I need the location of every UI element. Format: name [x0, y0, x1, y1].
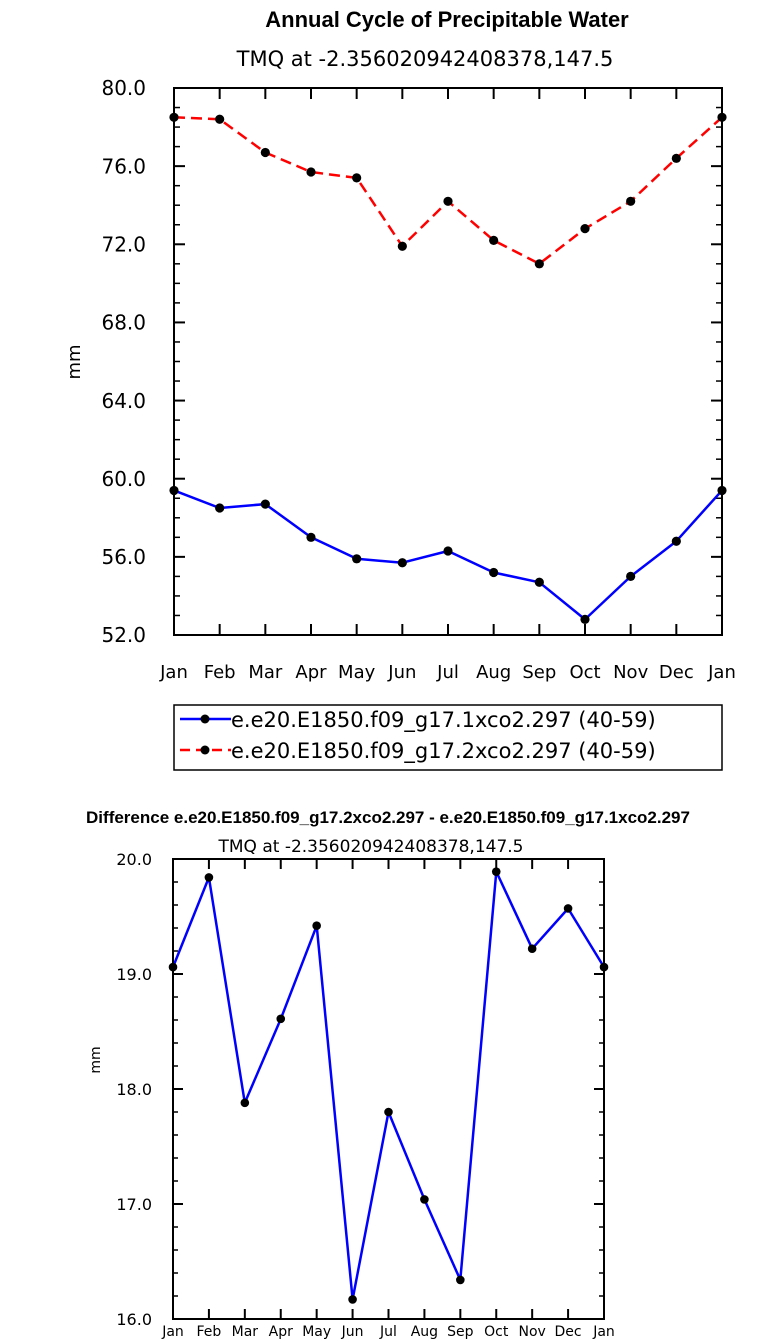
legend-label-1xco2: e.e20.E1850.f09_g17.1xco2.297 (40-59) — [231, 708, 656, 733]
y-tick-label: 18.0 — [116, 1080, 152, 1099]
y-tick-label: 60.0 — [101, 467, 146, 491]
difference-chart: Difference e.e20.E1850.f09_g17.2xco2.297… — [86, 808, 690, 1340]
data-point — [443, 546, 453, 556]
data-point — [456, 1275, 465, 1285]
y-tick-label: 80.0 — [101, 76, 146, 100]
data-point — [352, 173, 362, 183]
data-point — [397, 241, 407, 251]
x-tick-label: Sep — [447, 1324, 474, 1340]
difference-axis-ticks: 16.0 17.0 18.0 19.0 20.0 Jan Feb Mar Apr May Jun Ju… — [116, 850, 614, 1340]
chart-subtitle: TMQ at -2.356020942408378,147.5 — [236, 47, 614, 71]
x-tick-label: Jan — [159, 662, 188, 683]
x-tick-label: Aug — [411, 1324, 438, 1340]
chart-title: Annual Cycle of Precipitable Water — [265, 7, 629, 32]
data-point — [534, 259, 544, 269]
data-point — [580, 614, 590, 624]
data-point — [491, 867, 501, 876]
y-tick-label: 19.0 — [116, 965, 152, 984]
data-point — [671, 153, 681, 163]
y-tick-label: 64.0 — [101, 389, 146, 413]
data-point — [240, 1098, 250, 1108]
x-tick-label: Sep — [522, 662, 556, 683]
data-point — [397, 558, 407, 568]
x-tick-label: Oct — [569, 662, 600, 683]
x-tick-label: Jul — [436, 662, 459, 683]
difference-chart-title: Difference e.e20.E1850.f09_g17.2xco2.297… — [86, 808, 690, 827]
annual-cycle-chart: Annual Cycle of Precipitable Water TMQ a… — [64, 7, 736, 683]
data-point — [204, 873, 214, 882]
x-tick-label: May — [302, 1324, 331, 1340]
difference-plot-frame — [172, 858, 605, 1320]
x-tick-label: Jul — [379, 1324, 397, 1340]
data-point — [671, 536, 681, 546]
x-tick-label: Apr — [269, 1324, 293, 1340]
x-tick-label: May — [338, 662, 376, 683]
legend-entry-1xco2: e.e20.E1850.f09_g17.1xco2.297 (40-59) — [180, 708, 656, 733]
data-point — [352, 554, 362, 564]
data-point — [626, 196, 636, 206]
y-tick-label: 68.0 — [101, 311, 146, 335]
x-tick-label: Dec — [555, 1324, 582, 1340]
x-tick-label: Jan — [592, 1324, 615, 1340]
legend-label-2xco2: e.e20.E1850.f09_g17.2xco2.297 (40-59) — [231, 739, 656, 764]
difference-series-points — [168, 867, 609, 1304]
x-tick-label: Jan — [161, 1324, 184, 1340]
x-tick-label: Nov — [519, 1324, 546, 1340]
y-tick-label: 72.0 — [101, 232, 146, 256]
series-line-1 — [173, 116, 723, 266]
y-tick-label: 76.0 — [101, 154, 146, 178]
data-point — [489, 235, 499, 245]
x-tick-label: Jun — [387, 662, 416, 683]
data-point — [534, 577, 544, 587]
data-point — [306, 532, 316, 542]
legend: e.e20.E1850.f09_g17.1xco2.297 (40-59) e.… — [173, 704, 723, 771]
y-tick-label: 52.0 — [101, 623, 146, 647]
data-point — [563, 904, 573, 913]
legend-entry-2xco2: e.e20.E1850.f09_g17.2xco2.297 (40-59) — [180, 739, 656, 764]
data-point — [306, 167, 316, 177]
plot-frame — [173, 87, 723, 636]
data-point — [527, 944, 537, 953]
axis-ticks: 52.0 56.0 60.0 64.0 68.0 72.0 76.0 80.0 Jan Feb Ma… — [101, 76, 735, 683]
data-point — [626, 571, 636, 581]
data-point — [260, 499, 270, 509]
difference-y-axis-label: mm — [88, 1046, 104, 1073]
difference-chart-subtitle: TMQ at -2.356020942408378,147.5 — [218, 837, 524, 857]
y-tick-label: 20.0 — [116, 850, 152, 869]
data-point — [348, 1295, 357, 1304]
legend-marker-1xco2 — [200, 714, 210, 724]
difference-series-lines — [171, 870, 606, 1301]
x-tick-label: Jun — [341, 1324, 364, 1340]
x-tick-label: Feb — [197, 1324, 222, 1340]
x-tick-label: Feb — [204, 662, 236, 683]
data-point — [443, 196, 453, 206]
x-tick-label: Aug — [476, 662, 511, 683]
y-tick-label: 17.0 — [116, 1195, 152, 1214]
y-tick-label: 16.0 — [116, 1310, 152, 1329]
series-line-0 — [171, 870, 606, 1301]
x-tick-label: Mar — [232, 1324, 259, 1340]
data-point — [489, 567, 499, 578]
legend-marker-2xco2 — [200, 745, 210, 755]
x-tick-label: Jan — [707, 662, 736, 683]
data-point — [420, 1195, 429, 1204]
series-points — [169, 112, 727, 624]
data-point — [276, 1014, 286, 1024]
x-tick-label: Oct — [484, 1324, 509, 1340]
data-point — [260, 147, 270, 158]
data-point — [384, 1107, 393, 1117]
x-tick-label: Nov — [613, 662, 648, 683]
data-point — [580, 224, 590, 234]
data-point — [215, 114, 225, 124]
legend-box — [173, 704, 723, 771]
x-tick-label: Dec — [659, 662, 694, 683]
x-tick-label: Mar — [248, 662, 283, 683]
y-axis-label: mm — [64, 344, 85, 379]
y-tick-label: 56.0 — [101, 545, 146, 569]
x-tick-label: Apr — [295, 662, 327, 683]
data-point — [312, 921, 321, 930]
data-point — [215, 503, 225, 513]
series-lines — [173, 116, 723, 621]
